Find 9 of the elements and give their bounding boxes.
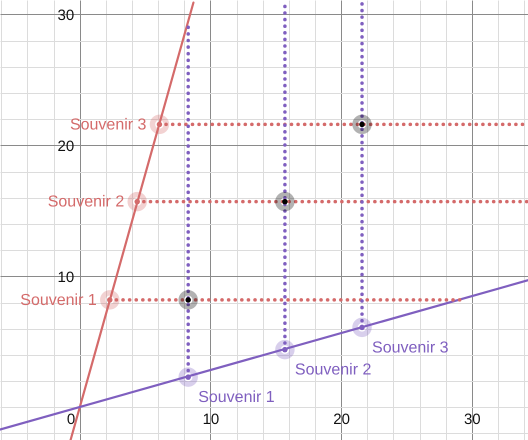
y-tick-label: 30 <box>58 6 74 24</box>
annotation: Souvenir 3 <box>372 339 449 356</box>
x-tick-label: 10 <box>202 410 220 428</box>
x-tick-label: 30 <box>464 410 481 428</box>
annotation: Souvenir 1 <box>20 292 97 309</box>
y-tick-label: 20 <box>58 138 74 155</box>
y-tick-label: 10 <box>58 268 74 286</box>
x-tick-label: 0 <box>66 410 76 428</box>
x-tick-label: 20 <box>333 410 350 428</box>
